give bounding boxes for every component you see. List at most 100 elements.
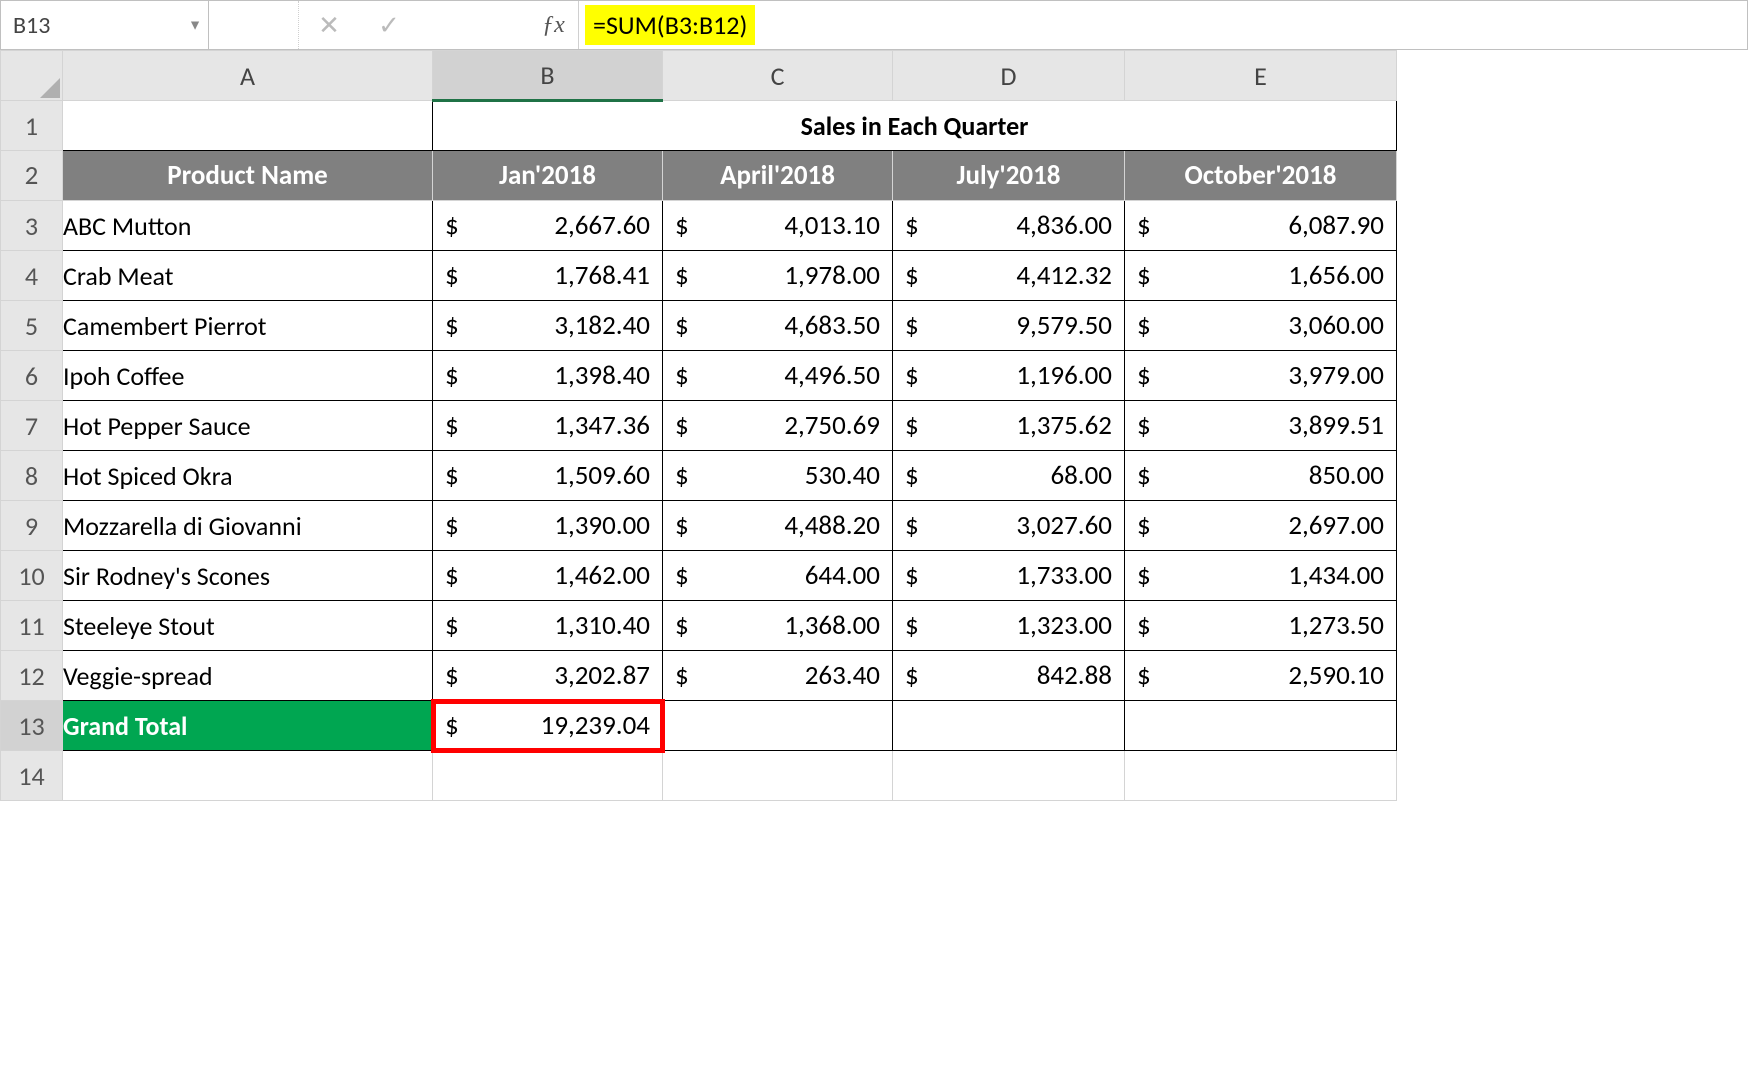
q4-cell[interactable]: $6,087.90 xyxy=(1125,201,1397,251)
grand-total-q3-cell[interactable] xyxy=(893,701,1125,751)
q3-cell[interactable]: $1,733.00 xyxy=(893,551,1125,601)
select-all-corner[interactable] xyxy=(1,51,63,101)
q2-cell[interactable]: $4,683.50 xyxy=(663,301,893,351)
product-name-cell[interactable]: Steeleye Stout xyxy=(63,601,433,651)
cell-B14[interactable] xyxy=(433,751,663,801)
q1-cell[interactable]: $3,202.87 xyxy=(433,651,663,701)
q2-cell[interactable]: $4,488.20 xyxy=(663,501,893,551)
q4-cell[interactable]: $850.00 xyxy=(1125,451,1397,501)
product-name-cell[interactable]: Veggie-spread xyxy=(63,651,433,701)
q3-cell[interactable]: $842.88 xyxy=(893,651,1125,701)
q4-cell[interactable]: $1,273.50 xyxy=(1125,601,1397,651)
q3-cell[interactable]: $4,836.00 xyxy=(893,201,1125,251)
q2-cell[interactable]: $2,750.69 xyxy=(663,401,893,451)
row-header-6[interactable]: 6 xyxy=(1,351,63,401)
q1-cell[interactable]: $1,310.40 xyxy=(433,601,663,651)
product-name-cell[interactable]: Camembert Pierrot xyxy=(63,301,433,351)
chevron-down-icon[interactable]: ▼ xyxy=(188,17,202,34)
q4-cell[interactable]: $2,590.10 xyxy=(1125,651,1397,701)
name-box-value: B13 xyxy=(13,11,50,40)
formula-bar-actions: ✕ ✓ xyxy=(299,1,529,49)
cancel-icon[interactable]: ✕ xyxy=(299,9,359,41)
q3-cell[interactable]: $1,323.00 xyxy=(893,601,1125,651)
header-q2[interactable]: April'2018 xyxy=(663,151,893,201)
row-header-8[interactable]: 8 xyxy=(1,451,63,501)
row-header-1[interactable]: 1 xyxy=(1,101,63,151)
cell-E14[interactable] xyxy=(1125,751,1397,801)
q4-cell[interactable]: $1,656.00 xyxy=(1125,251,1397,301)
product-name-cell[interactable]: Mozzarella di Giovanni xyxy=(63,501,433,551)
grand-total-q1-cell[interactable]: $19,239.04 xyxy=(433,701,663,751)
row-header-12[interactable]: 12 xyxy=(1,651,63,701)
row-header-11[interactable]: 11 xyxy=(1,601,63,651)
column-header-B[interactable]: B xyxy=(433,51,663,101)
q3-cell[interactable]: $1,196.00 xyxy=(893,351,1125,401)
fx-icon[interactable]: ƒx xyxy=(529,1,579,49)
formula-bar: B13 ▼ ✕ ✓ ƒx =SUM(B3:B12) xyxy=(0,0,1748,50)
product-name-cell[interactable]: Hot Pepper Sauce xyxy=(63,401,433,451)
row-header-7[interactable]: 7 xyxy=(1,401,63,451)
column-header-C[interactable]: C xyxy=(663,51,893,101)
row-header-10[interactable]: 10 xyxy=(1,551,63,601)
row-header-3[interactable]: 3 xyxy=(1,201,63,251)
merged-title-cell[interactable]: Sales in Each Quarter xyxy=(433,101,1397,151)
q1-cell[interactable]: $3,182.40 xyxy=(433,301,663,351)
q2-cell[interactable]: $530.40 xyxy=(663,451,893,501)
q2-cell[interactable]: $263.40 xyxy=(663,651,893,701)
product-name-cell[interactable]: Sir Rodney's Scones xyxy=(63,551,433,601)
q3-cell[interactable]: $4,412.32 xyxy=(893,251,1125,301)
grand-total-q2-cell[interactable] xyxy=(663,701,893,751)
q4-cell[interactable]: $3,899.51 xyxy=(1125,401,1397,451)
q1-cell[interactable]: $1,768.41 xyxy=(433,251,663,301)
row-header-9[interactable]: 9 xyxy=(1,501,63,551)
cell-A14[interactable] xyxy=(63,751,433,801)
q1-cell[interactable]: $1,509.60 xyxy=(433,451,663,501)
q2-cell[interactable]: $1,978.00 xyxy=(663,251,893,301)
name-box[interactable]: B13 ▼ xyxy=(1,1,209,49)
q2-cell[interactable]: $4,496.50 xyxy=(663,351,893,401)
header-product[interactable]: Product Name xyxy=(63,151,433,201)
q2-cell[interactable]: $644.00 xyxy=(663,551,893,601)
product-name-cell[interactable]: Hot Spiced Okra xyxy=(63,451,433,501)
product-name-cell[interactable]: Crab Meat xyxy=(63,251,433,301)
q3-cell[interactable]: $1,375.62 xyxy=(893,401,1125,451)
q1-cell[interactable]: $1,462.00 xyxy=(433,551,663,601)
column-header-E[interactable]: E xyxy=(1125,51,1397,101)
product-name-cell[interactable]: ABC Mutton xyxy=(63,201,433,251)
q4-cell[interactable]: $2,697.00 xyxy=(1125,501,1397,551)
grand-total-q4-cell[interactable] xyxy=(1125,701,1397,751)
header-q4[interactable]: October'2018 xyxy=(1125,151,1397,201)
q1-cell[interactable]: $1,398.40 xyxy=(433,351,663,401)
q4-cell[interactable]: $1,434.00 xyxy=(1125,551,1397,601)
grand-total-label-cell[interactable]: Grand Total xyxy=(63,701,433,751)
confirm-icon[interactable]: ✓ xyxy=(359,9,419,41)
q4-cell[interactable]: $3,979.00 xyxy=(1125,351,1397,401)
cell-C14[interactable] xyxy=(663,751,893,801)
q2-cell[interactable]: $4,013.10 xyxy=(663,201,893,251)
row-header-5[interactable]: 5 xyxy=(1,301,63,351)
q1-cell[interactable]: $2,667.60 xyxy=(433,201,663,251)
row-header-14[interactable]: 14 xyxy=(1,751,63,801)
product-name-cell[interactable]: Ipoh Coffee xyxy=(63,351,433,401)
formula-text[interactable]: =SUM(B3:B12) xyxy=(585,5,755,45)
column-header-D[interactable]: D xyxy=(893,51,1125,101)
q4-cell[interactable]: $3,060.00 xyxy=(1125,301,1397,351)
q3-cell[interactable]: $9,579.50 xyxy=(893,301,1125,351)
header-q3[interactable]: July'2018 xyxy=(893,151,1125,201)
row-header-2[interactable]: 2 xyxy=(1,151,63,201)
spreadsheet-grid: A B C D E 1 Sales in Each Quarter 2 Prod… xyxy=(0,50,1397,801)
row-header-4[interactable]: 4 xyxy=(1,251,63,301)
q3-cell[interactable]: $68.00 xyxy=(893,451,1125,501)
cell-A1[interactable] xyxy=(63,101,433,151)
row-header-13[interactable]: 13 xyxy=(1,701,63,751)
column-header-A[interactable]: A xyxy=(63,51,433,101)
formula-bar-spacer xyxy=(209,1,299,49)
currency-symbol: $ xyxy=(445,709,459,742)
q2-cell[interactable]: $1,368.00 xyxy=(663,601,893,651)
q3-cell[interactable]: $3,027.60 xyxy=(893,501,1125,551)
q1-cell[interactable]: $1,390.00 xyxy=(433,501,663,551)
header-q1[interactable]: Jan'2018 xyxy=(433,151,663,201)
cell-D14[interactable] xyxy=(893,751,1125,801)
grand-total-q1-value: 19,239.04 xyxy=(541,709,650,742)
q1-cell[interactable]: $1,347.36 xyxy=(433,401,663,451)
